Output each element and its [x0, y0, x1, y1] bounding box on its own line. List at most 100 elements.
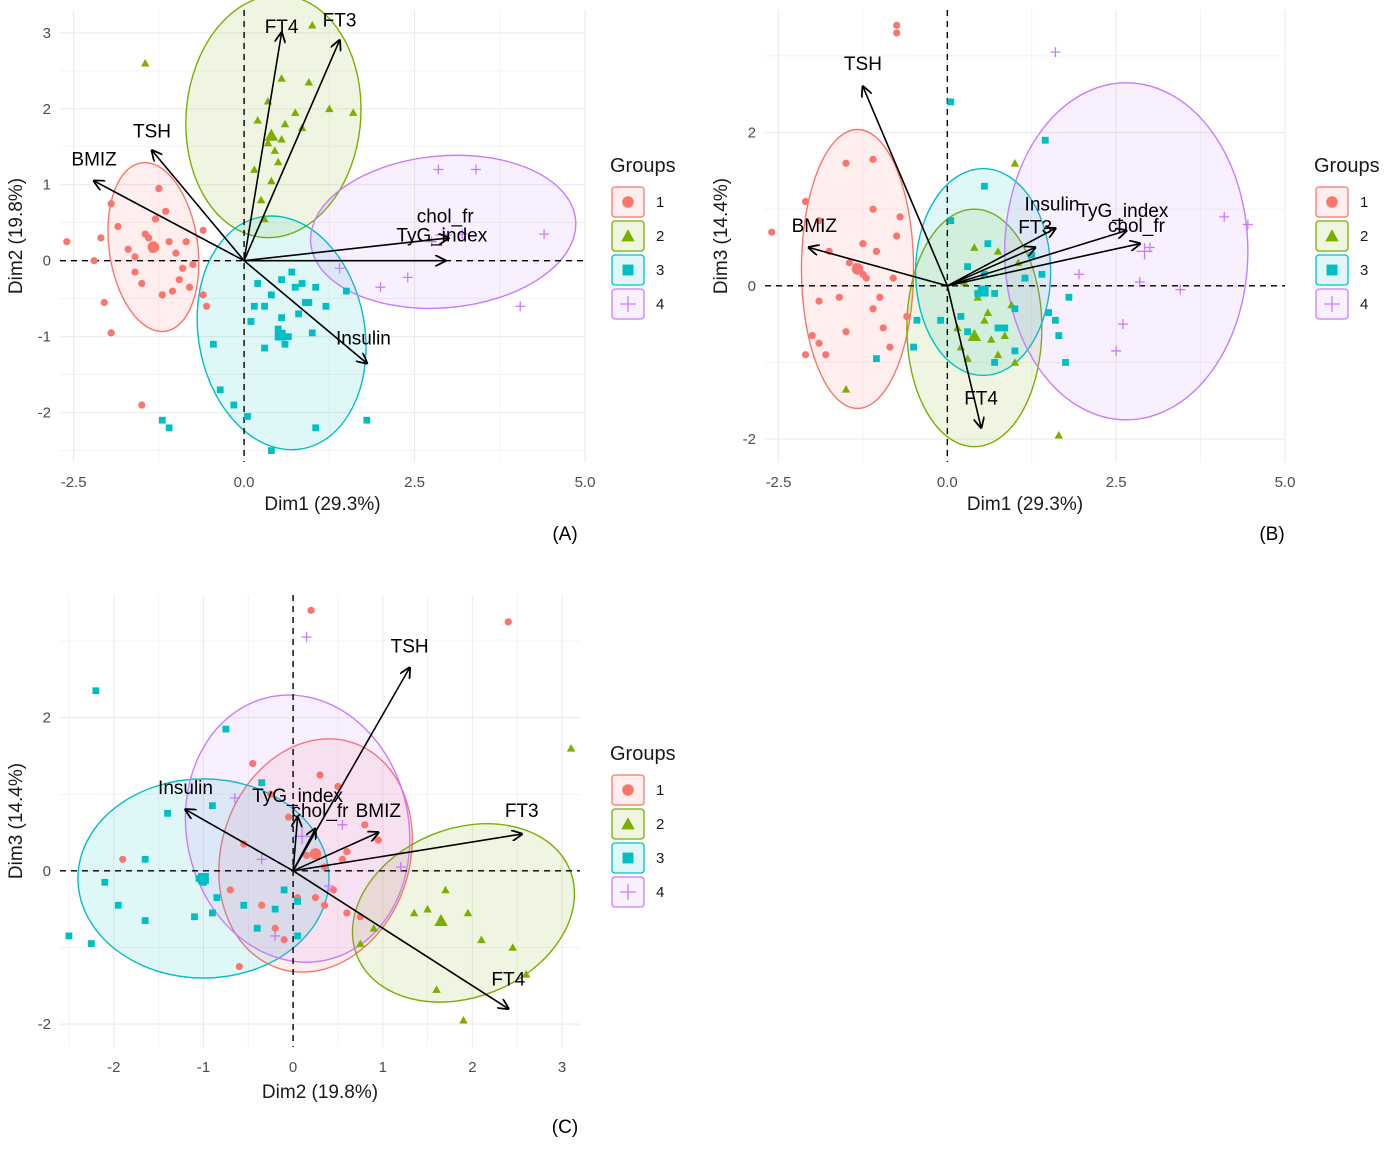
data-point-group-3: [1062, 359, 1069, 366]
data-point-group-2: [1054, 430, 1063, 439]
data-point-group-3: [910, 343, 917, 351]
y-tick-label: 2: [43, 710, 51, 727]
data-point-group-3: [957, 313, 965, 320]
data-point-group-3: [65, 932, 73, 940]
loading-arrow-ft3: [243, 40, 339, 262]
data-point-group-4: [1117, 319, 1128, 330]
loading-arrow-tsh: [152, 151, 245, 262]
data-point-group-2: [993, 350, 1003, 359]
data-point-group-1: [893, 29, 901, 37]
data-point-group-3: [244, 413, 251, 420]
data-point-group-3: [991, 290, 999, 297]
data-point-group-3: [1001, 324, 1009, 332]
data-point-group-2: [432, 985, 441, 993]
y-axis-label: Dim3 (14.4%): [711, 178, 732, 294]
y-tick-label: 1: [43, 177, 51, 194]
x-axis-label: Dim1 (29.3%): [967, 494, 1083, 515]
centroid-group-3: [198, 873, 209, 884]
data-point-group-4: [301, 632, 312, 643]
y-tick-label: 2: [748, 125, 756, 142]
data-point-group-3: [158, 416, 166, 424]
data-point-group-1: [185, 283, 194, 291]
data-point-group-3: [295, 310, 303, 318]
data-point-group-1: [859, 240, 867, 248]
data-point-group-1: [893, 21, 901, 29]
data-point-group-3: [101, 878, 109, 886]
legend-label: 4: [1360, 296, 1368, 313]
data-point-group-3: [964, 328, 971, 336]
data-point-group-3: [230, 401, 238, 409]
data-point-group-3: [278, 314, 285, 322]
data-point-group-2: [987, 335, 996, 343]
data-point-group-3: [947, 217, 955, 225]
variable-label: TSH: [391, 636, 429, 657]
data-point-group-2: [256, 195, 266, 204]
loading-arrow-insulin: [243, 260, 367, 364]
data-point-group-3: [267, 447, 275, 455]
data-point-group-4: [515, 301, 526, 312]
data-point-group-3: [363, 416, 371, 424]
triangle-icon: [621, 229, 635, 242]
data-point-group-3: [210, 340, 217, 348]
data-point-group-1: [107, 200, 115, 208]
y-tick-label: 3: [43, 25, 51, 42]
loading-arrow-tyg-index: [947, 231, 1126, 287]
data-point-group-1: [845, 259, 854, 267]
data-point-group-4: [1219, 211, 1230, 222]
legend-title: Groups: [610, 743, 676, 765]
data-point-group-4: [1175, 284, 1186, 295]
data-point-group-1: [107, 329, 115, 337]
data-point-group-2: [993, 247, 1003, 255]
plus-icon: [620, 296, 636, 312]
centroid-group-1: [309, 848, 322, 860]
variable-label: BMIZ: [792, 216, 838, 237]
data-point-group-3: [92, 687, 100, 695]
centroid-group-2: [967, 328, 982, 341]
variable-label: Insulin: [1025, 195, 1080, 216]
data-point-group-3: [165, 424, 173, 432]
variable-label: BMIZ: [71, 150, 117, 171]
y-tick-label: -2: [38, 1016, 51, 1033]
loading-arrow-bmiz: [292, 832, 378, 872]
data-point-group-3: [1051, 316, 1059, 324]
variable-label: TyG_index: [252, 786, 343, 807]
data-point-group-4: [395, 861, 406, 872]
variable-label: BMIZ: [356, 801, 402, 822]
data-point-group-1: [876, 293, 884, 301]
data-point-group-1: [165, 238, 173, 246]
data-point-group-3: [240, 901, 248, 909]
data-point-group-1: [249, 759, 257, 768]
data-point-group-1: [138, 279, 146, 288]
variable-label: FT3: [323, 11, 357, 32]
data-point-group-3: [261, 302, 268, 310]
data-point-group-1: [801, 197, 810, 206]
variable-label: TSH: [133, 122, 171, 143]
data-point-group-3: [937, 316, 944, 324]
data-point-group-1: [202, 302, 211, 310]
data-point-group-1: [258, 901, 266, 909]
data-point-group-3: [312, 424, 320, 432]
data-point-group-1: [155, 184, 163, 193]
data-point-group-3: [312, 283, 320, 291]
data-point-group-3: [280, 886, 288, 894]
x-axis-label: Dim1 (29.3%): [264, 494, 380, 515]
data-point-group-1: [100, 298, 108, 307]
data-point-group-1: [374, 836, 382, 844]
data-point-group-1: [869, 155, 877, 163]
data-point-group-2: [841, 385, 851, 393]
data-point-group-2: [280, 119, 290, 128]
data-point-group-2: [508, 943, 517, 951]
data-point-group-1: [162, 207, 170, 215]
data-point-group-4: [433, 164, 444, 175]
data-point-group-3: [984, 240, 992, 248]
x-tick-label: 3: [558, 1059, 566, 1076]
data-point-group-2: [277, 74, 286, 82]
legend-label: 4: [656, 884, 664, 901]
data-point-group-3: [164, 809, 171, 817]
loading-arrow-ft4: [292, 870, 508, 1009]
data-point-group-2: [304, 77, 314, 86]
data-point-group-1: [199, 226, 207, 234]
data-point-group-3: [250, 302, 258, 310]
data-point-group-1: [158, 291, 166, 299]
